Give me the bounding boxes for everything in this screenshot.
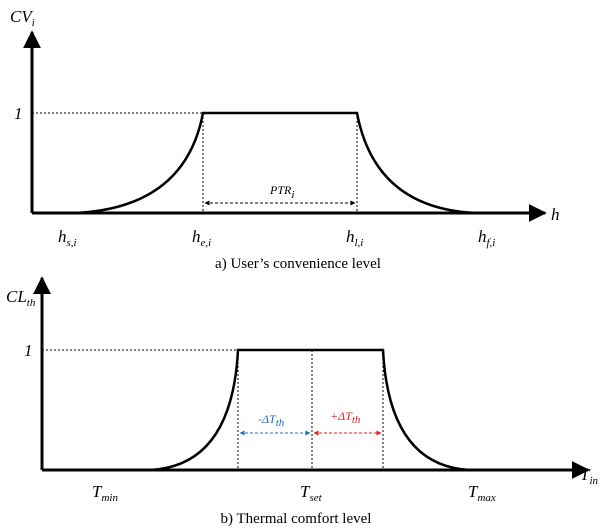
interval-label: PTRi xyxy=(269,183,294,201)
x-tick-label: Tmax xyxy=(468,482,496,504)
panel-a: PTRi CVi 1 h hs,i he,i hl,i hf,i a) User… xyxy=(10,7,560,272)
minus-band-label: -ΔTth xyxy=(258,412,285,429)
x-tick-label: he,i xyxy=(192,227,211,249)
x-tick-label: Tset xyxy=(300,482,323,504)
caption: b) Thermal comfort level xyxy=(221,511,372,527)
curve xyxy=(149,348,471,472)
x-label: Tin xyxy=(580,465,599,487)
panel-b: -ΔTth +ΔTth CLth 1 Tin Tmin Tset Tmax b)… xyxy=(6,276,599,527)
curve xyxy=(74,111,476,215)
caption: a) User’s convenience level xyxy=(215,256,381,272)
x-tick-label: hl,i xyxy=(346,227,363,249)
x-label: h xyxy=(551,205,560,224)
x-tick-label: Tmin xyxy=(92,482,118,504)
y-tick-label: 1 xyxy=(14,104,23,123)
plus-band-label: +ΔTth xyxy=(330,409,361,426)
y-tick-label: 1 xyxy=(24,341,33,360)
y-label: CLth xyxy=(6,287,36,309)
x-tick-label: hs,i xyxy=(58,227,77,249)
y-label: CVi xyxy=(10,7,35,29)
x-tick-label: hf,i xyxy=(478,227,495,249)
